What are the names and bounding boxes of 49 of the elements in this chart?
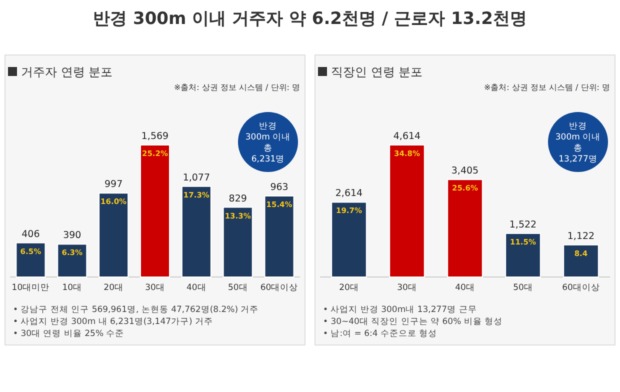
- x-tick-label: 60대이상: [260, 283, 298, 293]
- annotation: 반경 300m 이내 총 6,231명: [245, 122, 291, 164]
- bar: [563, 244, 599, 278]
- data-label: 1,569: [141, 131, 169, 142]
- x-tick-label: 20대: [104, 283, 124, 293]
- x-tick-label: 10대: [62, 283, 82, 293]
- data-label: 4,614: [393, 131, 421, 142]
- x-tick-label: 40대: [186, 283, 206, 293]
- text: • 30대 연령 비율 25% 수준: [13, 329, 124, 339]
- text: • 30~40대 직장인 인구는 약 60% 비율 형성: [323, 317, 503, 327]
- annotation: 반경 300m 이내 총 13,277명: [555, 122, 601, 164]
- x-tick-label: 30대: [145, 283, 165, 293]
- bar: [264, 195, 294, 278]
- text: ※출처: 상권 정보 시스템 / 단위: 명: [484, 83, 610, 92]
- text: • 사업지 반경 300m내 13,277명 근무: [323, 305, 477, 315]
- text: • 사업지 반경 300m 내 6,231명(3,147가구) 거주: [13, 317, 214, 327]
- chart-subtitle: 거주자 연령 분포: [21, 65, 113, 79]
- bar: [505, 232, 541, 278]
- text: • 남:여 = 6:4 수준으로 형성: [323, 329, 438, 339]
- data-label: 1,077: [182, 172, 210, 184]
- bar: [57, 244, 88, 278]
- bar: [222, 206, 253, 278]
- bar: [389, 144, 425, 278]
- data-label: 1,122: [567, 230, 595, 242]
- chart-title: 반경 300m 이내 거주자 약 6.2천명 / 근로자 13.2천명: [93, 9, 527, 29]
- data-label: 406: [22, 228, 40, 240]
- x-tick-label: 40대: [455, 283, 475, 293]
- data-label: 2,614: [335, 188, 363, 200]
- text: ※출처: 상권 정보 시스템 / 단위: 명: [174, 83, 300, 92]
- x-tick-label: 10대미만: [12, 283, 50, 293]
- data-label: 997: [104, 179, 123, 190]
- data-label: 390: [63, 230, 82, 242]
- data-label: 829: [228, 193, 247, 204]
- x-tick-label: 50대: [513, 283, 533, 293]
- bar: [16, 242, 46, 278]
- x-tick-label: 20대: [339, 283, 359, 293]
- x-tick-label: 60대이상: [562, 283, 600, 293]
- data-label: 1,522: [509, 219, 537, 230]
- text: • 강남구 전체 인구 569,961명, 논현동 47,762명(8.2%) 거주: [13, 305, 259, 315]
- bar: [447, 179, 483, 278]
- bar: [98, 192, 129, 278]
- bar: [181, 186, 212, 278]
- data-label: 963: [270, 182, 288, 193]
- x-tick-label: 50대: [228, 283, 248, 293]
- data-label: 3,405: [451, 166, 479, 177]
- bar: [140, 144, 170, 278]
- x-tick-label: 30대: [397, 283, 417, 293]
- bar: [331, 202, 367, 278]
- chart-subtitle: 직장인 연령 분포: [331, 65, 423, 79]
